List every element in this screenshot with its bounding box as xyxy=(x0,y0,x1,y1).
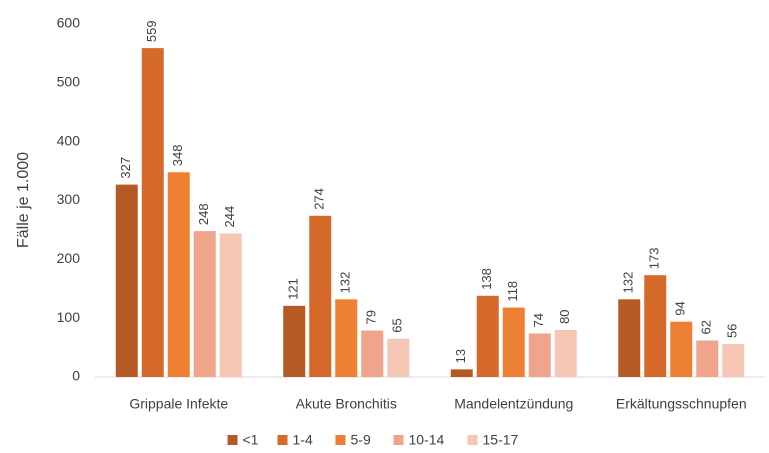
value-label: 327 xyxy=(118,157,133,179)
bar xyxy=(502,307,525,377)
x-tick-label: Grippale Infekte xyxy=(129,396,228,412)
value-label: 118 xyxy=(505,281,520,302)
bar xyxy=(696,340,719,377)
bar xyxy=(193,231,216,377)
bar xyxy=(722,344,745,377)
bar xyxy=(644,275,667,377)
bar xyxy=(554,329,577,377)
value-label: 121 xyxy=(286,278,301,300)
bar xyxy=(618,299,641,377)
bar xyxy=(670,321,693,377)
bar xyxy=(283,305,306,377)
y-tick-label: 300 xyxy=(57,191,81,207)
value-label: 80 xyxy=(557,309,572,323)
legend-swatch xyxy=(277,435,288,445)
x-tick-label: Mandelentzündung xyxy=(454,396,573,412)
value-label: 65 xyxy=(390,318,405,332)
bar xyxy=(450,369,473,377)
legend-swatch xyxy=(393,435,404,445)
value-label: 244 xyxy=(222,206,237,228)
bar xyxy=(387,338,410,377)
value-label: 274 xyxy=(312,188,327,210)
value-label: 79 xyxy=(364,310,379,324)
value-label: 138 xyxy=(479,268,494,290)
legend-swatch xyxy=(467,435,478,445)
value-label: 74 xyxy=(531,313,546,327)
value-label: 348 xyxy=(170,145,185,167)
y-tick-label: 0 xyxy=(72,368,80,384)
bar xyxy=(167,172,190,377)
value-label: 248 xyxy=(196,203,211,225)
y-tick-label: 400 xyxy=(57,132,81,148)
legend-label: 1-4 xyxy=(293,432,313,448)
legend-label: 10-14 xyxy=(409,432,445,448)
value-label: 132 xyxy=(621,272,636,294)
bar xyxy=(528,333,551,377)
legend-label: 5-9 xyxy=(351,432,371,448)
bar xyxy=(115,184,138,377)
bar xyxy=(309,215,332,377)
value-label: 94 xyxy=(673,301,688,315)
legend-label: 15-17 xyxy=(483,432,519,448)
y-tick-label: 600 xyxy=(57,15,81,31)
x-tick-label: Erkältungsschnupfen xyxy=(616,396,747,412)
value-label: 56 xyxy=(725,324,740,338)
legend-label: <1 xyxy=(243,432,259,448)
bar xyxy=(219,233,242,377)
value-label: 13 xyxy=(453,349,468,363)
legend-swatch xyxy=(335,435,346,445)
bar xyxy=(361,330,384,377)
bar xyxy=(476,295,499,377)
y-axis-label: Fälle je 1.000 xyxy=(15,152,32,248)
y-tick-label: 200 xyxy=(57,250,81,266)
value-label: 559 xyxy=(144,20,159,42)
bar xyxy=(335,299,358,377)
value-label: 62 xyxy=(699,320,714,334)
legend-swatch xyxy=(227,435,238,445)
value-label: 173 xyxy=(647,248,662,270)
y-tick-label: 500 xyxy=(57,74,81,90)
bar xyxy=(141,48,164,377)
y-tick-label: 100 xyxy=(57,309,81,325)
value-label: 132 xyxy=(338,272,353,294)
x-tick-label: Akute Bronchitis xyxy=(296,396,397,412)
